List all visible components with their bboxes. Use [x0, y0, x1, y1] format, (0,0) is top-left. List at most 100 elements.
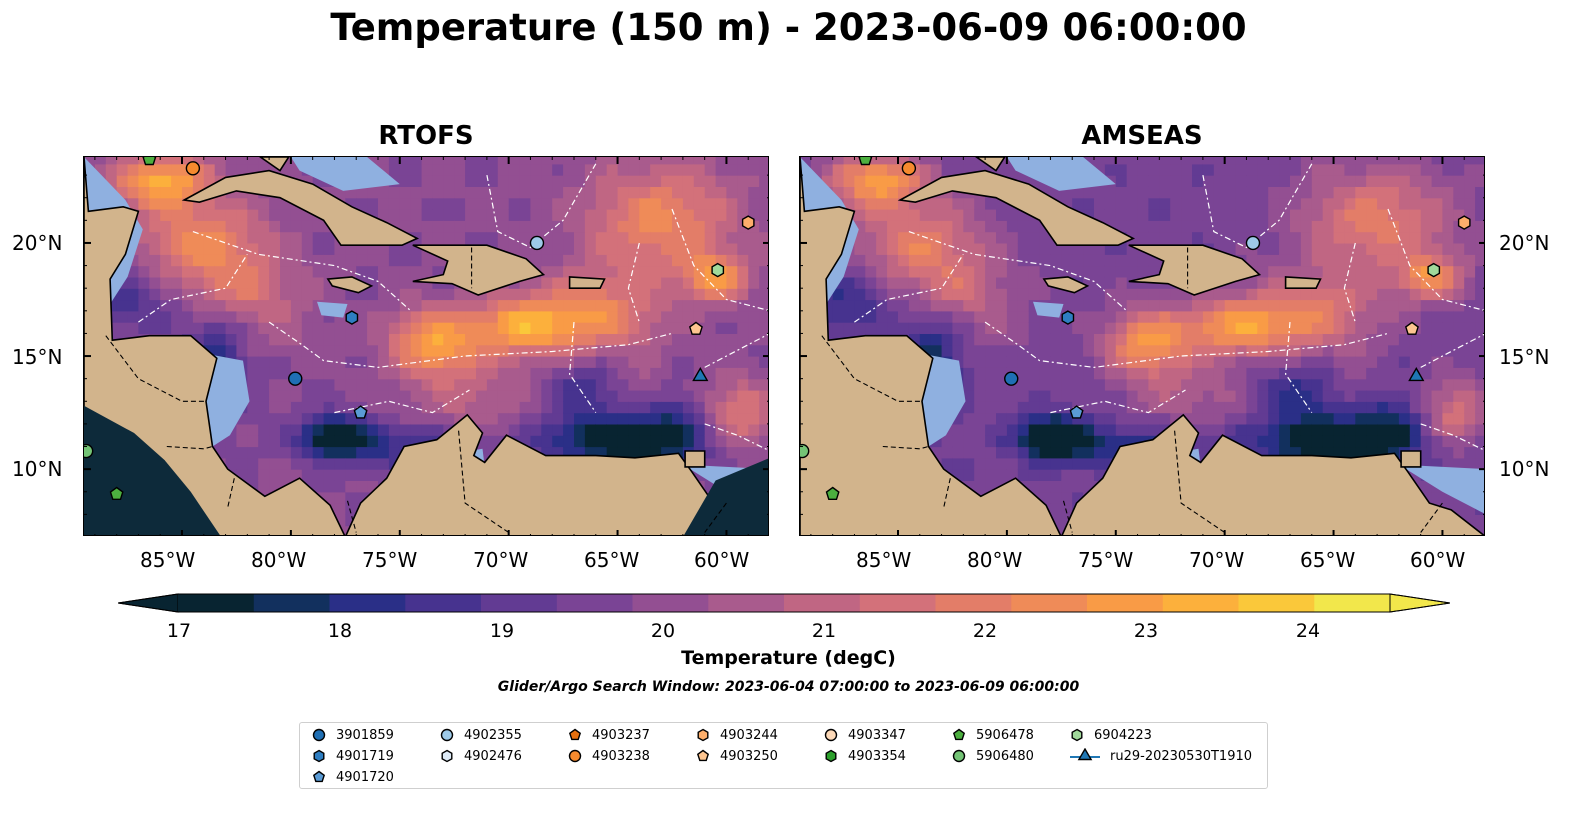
platform-5906478: [142, 157, 157, 166]
legend-label: 4902476: [464, 748, 522, 764]
lon-tick-label: 65°W: [584, 548, 640, 572]
legend-item: 4902476: [440, 746, 522, 766]
pedro-bank: [317, 301, 348, 318]
legend-marker-icon: [952, 728, 966, 741]
bahamas-bank: [290, 157, 400, 191]
colorbar-swatch: [178, 594, 255, 612]
land-cuba: [181, 169, 420, 246]
colorbar-swatch: [1087, 594, 1164, 612]
legend-marker: [697, 728, 709, 742]
legend-label: 4902355: [464, 727, 522, 743]
legend-marker: [952, 749, 966, 763]
land-florida-keys: [258, 157, 290, 172]
land-jamaica: [326, 276, 374, 294]
land-puerto-rico: [1284, 276, 1322, 289]
legend-item: 4903354: [824, 746, 906, 766]
legend-marker-icon: [697, 728, 709, 742]
platform-4901720: [1069, 405, 1084, 419]
atlantic-dark-area: [684, 458, 768, 535]
legend-item: 4903347: [824, 725, 906, 745]
lat-tick-label: 10°N: [1499, 457, 1550, 481]
colorbar-swatch: [632, 594, 709, 612]
land-trinidad: [1400, 450, 1422, 468]
platform-4901720: [353, 405, 368, 419]
legend-marker: [312, 728, 326, 742]
pedro-bank: [1033, 301, 1064, 318]
legend-marker: [824, 728, 838, 742]
bahamas-bank: [1006, 157, 1116, 191]
platform-4901719: [1061, 310, 1075, 325]
legend-marker: [313, 749, 325, 763]
land-central-america: [84, 157, 346, 535]
lat-tick-label: 15°N: [1499, 345, 1550, 369]
legend-marker: [1077, 748, 1093, 761]
platform-4903244: [741, 215, 755, 230]
platform-ru29-20230530T1910: [1408, 366, 1425, 382]
legend-label: ru29-20230530T1910: [1110, 748, 1253, 764]
platform-markers: [800, 157, 1471, 500]
pacific-dark-area: [84, 405, 220, 535]
colorbar-tick-label: 18: [327, 620, 353, 642]
lon-tick-label: 75°W: [1078, 548, 1134, 572]
land-jamaica: [1042, 276, 1090, 294]
colorbar-swatch: [708, 594, 785, 612]
legend-label: 4903238: [592, 748, 650, 764]
legend-marker: [568, 728, 582, 741]
colorbar-tick-label: 20: [650, 620, 676, 642]
panel-title-amseas: AMSEAS: [1081, 121, 1203, 151]
lat-tick-label: 10°N: [12, 457, 63, 481]
legend-item: 4903238: [568, 746, 650, 766]
lon-tick-label: 60°W: [1410, 548, 1466, 572]
map-canvas: [800, 157, 1484, 535]
land-trinidad: [684, 450, 706, 468]
legend-label: 4903250: [720, 748, 778, 764]
platform-4902355: [1245, 235, 1261, 251]
colorbar-graphic: [117, 593, 1451, 613]
legend-label: 4901720: [336, 769, 394, 785]
land-florida-keys: [974, 157, 1006, 172]
legend-marker: [312, 770, 326, 783]
legend-marker-icon: [312, 770, 326, 783]
land-puerto-rico: [568, 276, 606, 289]
colorbar-swatch: [405, 594, 482, 612]
legend-label: 4901719: [336, 748, 394, 764]
lon-tick-label: 70°W: [473, 548, 529, 572]
legend-marker-icon: [1071, 728, 1083, 742]
platform-5906478: [109, 486, 124, 500]
legend-item: 5906478: [952, 725, 1034, 745]
map-panel-rtofs: [83, 156, 769, 536]
legend: 3901859 4901719 4901720 4902355 4902476 49032…: [299, 722, 1268, 789]
platform-markers: [84, 157, 755, 500]
eez-boundaries: [138, 163, 768, 451]
nicaragua-shelf: [206, 353, 250, 447]
legend-marker-icon: [441, 749, 453, 763]
platform-4903244: [1457, 215, 1471, 230]
lon-tick-label: 85°W: [856, 548, 912, 572]
colorbar-swatch: [1162, 594, 1240, 612]
colorbar-swatch: [859, 594, 937, 612]
legend-marker: [952, 728, 966, 741]
country-borders: [821, 247, 1443, 533]
lat-tick-label: 20°N: [1499, 231, 1550, 255]
legend-marker-icon: [313, 749, 325, 763]
colorbar-swatch: [1011, 594, 1088, 612]
colorbar: [117, 593, 1451, 613]
colorbar-tick-label: 23: [1133, 620, 1159, 642]
land-hispaniola: [412, 244, 546, 296]
platform-3901859: [288, 371, 303, 386]
legend-marker-icon: [696, 749, 710, 762]
legend-item: 6904223: [1070, 725, 1152, 745]
land-cuba: [897, 169, 1136, 246]
legend-marker-icon: [568, 728, 582, 741]
country-borders: [105, 247, 727, 533]
colorbar-swatch: [556, 594, 634, 612]
legend-item: 3901859: [312, 725, 394, 745]
legend-label: 4903244: [720, 727, 778, 743]
legend-marker: [696, 749, 710, 762]
platform-4903250: [1404, 321, 1419, 335]
orinoco-shelf: [1398, 464, 1484, 514]
legend-label: 5906480: [976, 748, 1034, 764]
lon-tick-label: 70°W: [1189, 548, 1245, 572]
search-window-subtitle: Glider/Argo Search Window: 2023-06-04 07…: [497, 679, 1080, 695]
platform-3901859: [1004, 371, 1019, 386]
